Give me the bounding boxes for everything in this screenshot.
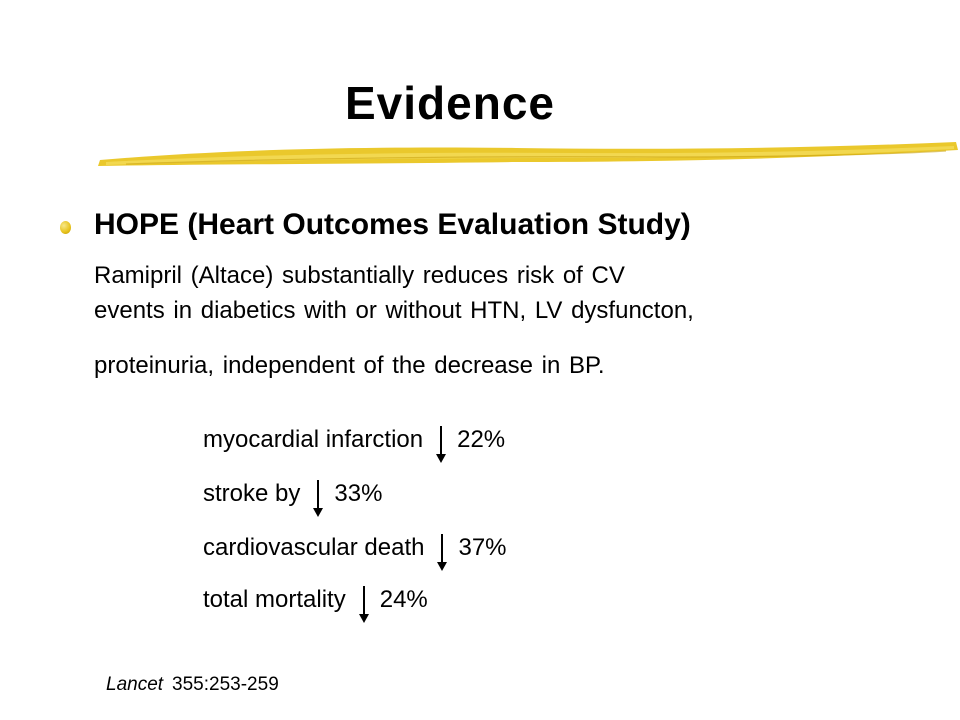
stat-row-cardiovascular-death: cardiovascular death 37%: [203, 528, 507, 571]
stat-value: 33%: [334, 480, 383, 507]
slide-title: Evidence: [345, 77, 555, 129]
down-arrow-icon: [437, 534, 448, 571]
citation: Lancet 355:253-259: [106, 674, 279, 696]
stat-value: 37%: [458, 534, 507, 561]
stat-value: 24%: [379, 586, 428, 613]
stat-row-total-mortality: total mortality 24%: [203, 580, 428, 623]
body-line-1: Ramipril (Altace) substantially reduces …: [94, 262, 625, 289]
citation-journal: Lancet: [106, 674, 164, 695]
stat-row-stroke: stroke by 33%: [203, 474, 383, 517]
stat-label: stroke by: [203, 480, 301, 507]
bullet-icon: [60, 221, 71, 234]
stat-label: cardiovascular death: [203, 534, 425, 561]
body-line-2: events in diabetics with or without HTN,…: [94, 297, 694, 324]
stat-label: total mortality: [203, 586, 346, 613]
stat-label: myocardial infarction: [203, 426, 424, 453]
stat-row-myocardial-infarction: myocardial infarction 22%: [203, 420, 506, 463]
bullet-heading: HOPE (Heart Outcomes Evaluation Study): [94, 208, 691, 241]
body-line-3: proteinuria, independent of the decrease…: [94, 352, 605, 379]
title-underline-brushstroke: [98, 142, 958, 166]
down-arrow-icon: [436, 426, 447, 463]
stat-value: 22%: [457, 426, 506, 453]
citation-reference: 355:253-259: [172, 674, 279, 695]
down-arrow-icon: [358, 586, 369, 623]
down-arrow-icon: [313, 480, 324, 517]
